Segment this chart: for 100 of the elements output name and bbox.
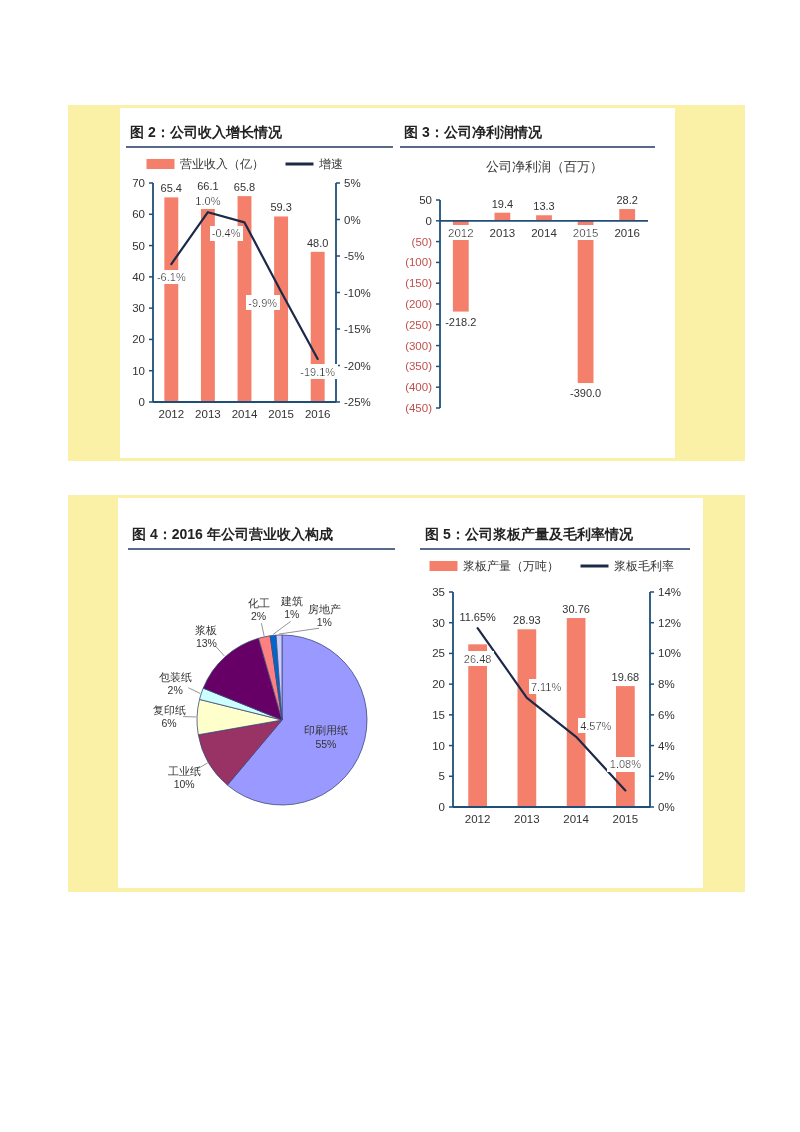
y2-tick-label: -25% [344, 396, 371, 408]
data-label: 66.1 [197, 180, 219, 193]
legend-label: 浆板产量（万吨） [462, 559, 559, 573]
data-label: -19.1% [300, 365, 336, 378]
data-label: 10% [173, 777, 195, 790]
y-tick-label: (300) [405, 339, 433, 352]
slice-label: 建筑 [279, 595, 303, 608]
x-tick-label: 2013 [489, 226, 516, 239]
y2-tick-label: 8% [658, 678, 675, 691]
bar [536, 215, 552, 221]
y2-tick-label: 0% [658, 801, 675, 813]
x-tick-label: 2013 [514, 813, 540, 825]
x-tick-label: 2014 [231, 408, 258, 420]
y2-tick-label: 2% [658, 770, 675, 783]
y-tick-label: 50 [132, 239, 145, 252]
data-label: 19.68 [611, 671, 640, 684]
y-tick-label: 10 [432, 739, 445, 752]
data-label: 7.11% [530, 680, 562, 693]
y2-tick-label: 6% [658, 708, 675, 721]
y-tick-label: (100) [405, 256, 433, 269]
data-label: 2% [250, 610, 267, 623]
y2-tick-label: -5% [344, 250, 365, 262]
data-label: 1.08% [609, 758, 642, 771]
y-tick-label: 20 [432, 678, 445, 691]
x-tick-label: 2016 [304, 408, 331, 420]
x-tick-label: 2012 [158, 408, 185, 420]
data-label: 59.3 [270, 201, 292, 214]
y-tick-label: 70 [132, 177, 145, 189]
y2-tick-label: 0% [344, 213, 361, 226]
y2-tick-label: 14% [658, 586, 682, 598]
slice-label: 浆板 [195, 624, 218, 637]
chart-title: 图 3：公司净利润情况 [404, 124, 543, 140]
y-tick-label: (150) [405, 277, 433, 290]
data-label: 4.57% [580, 719, 612, 732]
legend-label: 增速 [317, 157, 343, 171]
data-label: 11.65% [459, 611, 497, 624]
x-tick-label: 2013 [195, 408, 221, 420]
x-tick-label: 2015 [612, 813, 639, 825]
y-tick-label: 10 [132, 364, 145, 377]
legend-label: 营业收入（亿） [179, 157, 264, 171]
y-tick-label: (450) [405, 402, 433, 414]
y-tick-label: 15 [432, 708, 445, 721]
y-tick-label: 50 [419, 194, 432, 206]
y-tick-label: 35 [432, 586, 445, 598]
data-label: 6% [161, 717, 177, 730]
data-label: 55% [315, 737, 337, 750]
chart-title: 图 5：公司浆板产量及毛利率情况 [425, 526, 634, 542]
y-tick-label: (50) [411, 235, 433, 248]
slice-label: 化工 [247, 597, 270, 610]
x-tick-label: 2012 [464, 813, 491, 825]
y-tick-label: 0 [438, 801, 445, 813]
data-label: 13.3 [533, 200, 555, 213]
slice-label: 包装纸 [158, 671, 192, 684]
data-label: 2% [167, 684, 183, 697]
y-tick-label: (200) [405, 298, 433, 310]
data-label: 30.76 [562, 603, 590, 616]
chart-subtitle: 公司净利润（百万） [485, 159, 603, 174]
data-label: 65.8 [233, 181, 256, 194]
data-label: -218.2 [445, 315, 477, 328]
y-tick-label: (350) [405, 360, 433, 373]
y-tick-label: (250) [405, 318, 433, 331]
y-tick-label: (400) [405, 381, 433, 394]
data-label: 13% [195, 637, 217, 650]
data-label: 1% [284, 608, 300, 621]
y-tick-label: 40 [132, 270, 145, 283]
bar [619, 209, 636, 221]
x-tick-label: 2014 [531, 226, 558, 239]
y-tick-label: 0 [138, 396, 145, 408]
y2-tick-label: 12% [658, 616, 682, 629]
data-label: 1% [316, 616, 332, 629]
y-tick-label: 30 [432, 616, 445, 629]
data-label: -6.1% [156, 271, 186, 284]
data-label: 65.4 [160, 182, 183, 195]
chart-title: 图 2：公司收入增长情况 [130, 124, 283, 140]
data-label: -390.0 [570, 387, 602, 400]
data-label: -0.4% [211, 227, 241, 240]
slice-label: 复印纸 [152, 704, 186, 717]
data-label: 19.4 [491, 197, 514, 210]
x-tick-label: 2014 [563, 813, 590, 825]
legend-label: 浆板毛利率 [613, 559, 674, 573]
chart-title: 图 4：2016 年公司营业收入构成 [132, 526, 333, 542]
y-tick-label: 60 [132, 208, 145, 221]
x-tick-label: 2015 [268, 408, 294, 420]
y2-tick-label: 4% [658, 739, 675, 752]
x-tick-label: 2016 [614, 226, 640, 239]
slice-label: 房地产 [307, 603, 341, 616]
y-tick-label: 25 [432, 647, 445, 660]
y2-tick-label: 5% [344, 177, 361, 189]
data-label: 28.2 [616, 194, 638, 207]
slice-label: 工业纸 [167, 764, 201, 777]
data-label: -9.9% [248, 296, 278, 309]
data-label: 1.0% [195, 195, 221, 208]
y-tick-label: 20 [132, 333, 145, 346]
data-label: 26.48 [463, 652, 492, 665]
y-tick-label: 30 [132, 302, 145, 315]
slice-label: 印刷用纸 [303, 723, 348, 736]
y-tick-label: 0 [425, 214, 432, 227]
y-tick-label: 5 [438, 770, 445, 783]
x-tick-label: 2012 [448, 226, 474, 239]
y2-tick-label: -20% [344, 359, 371, 372]
